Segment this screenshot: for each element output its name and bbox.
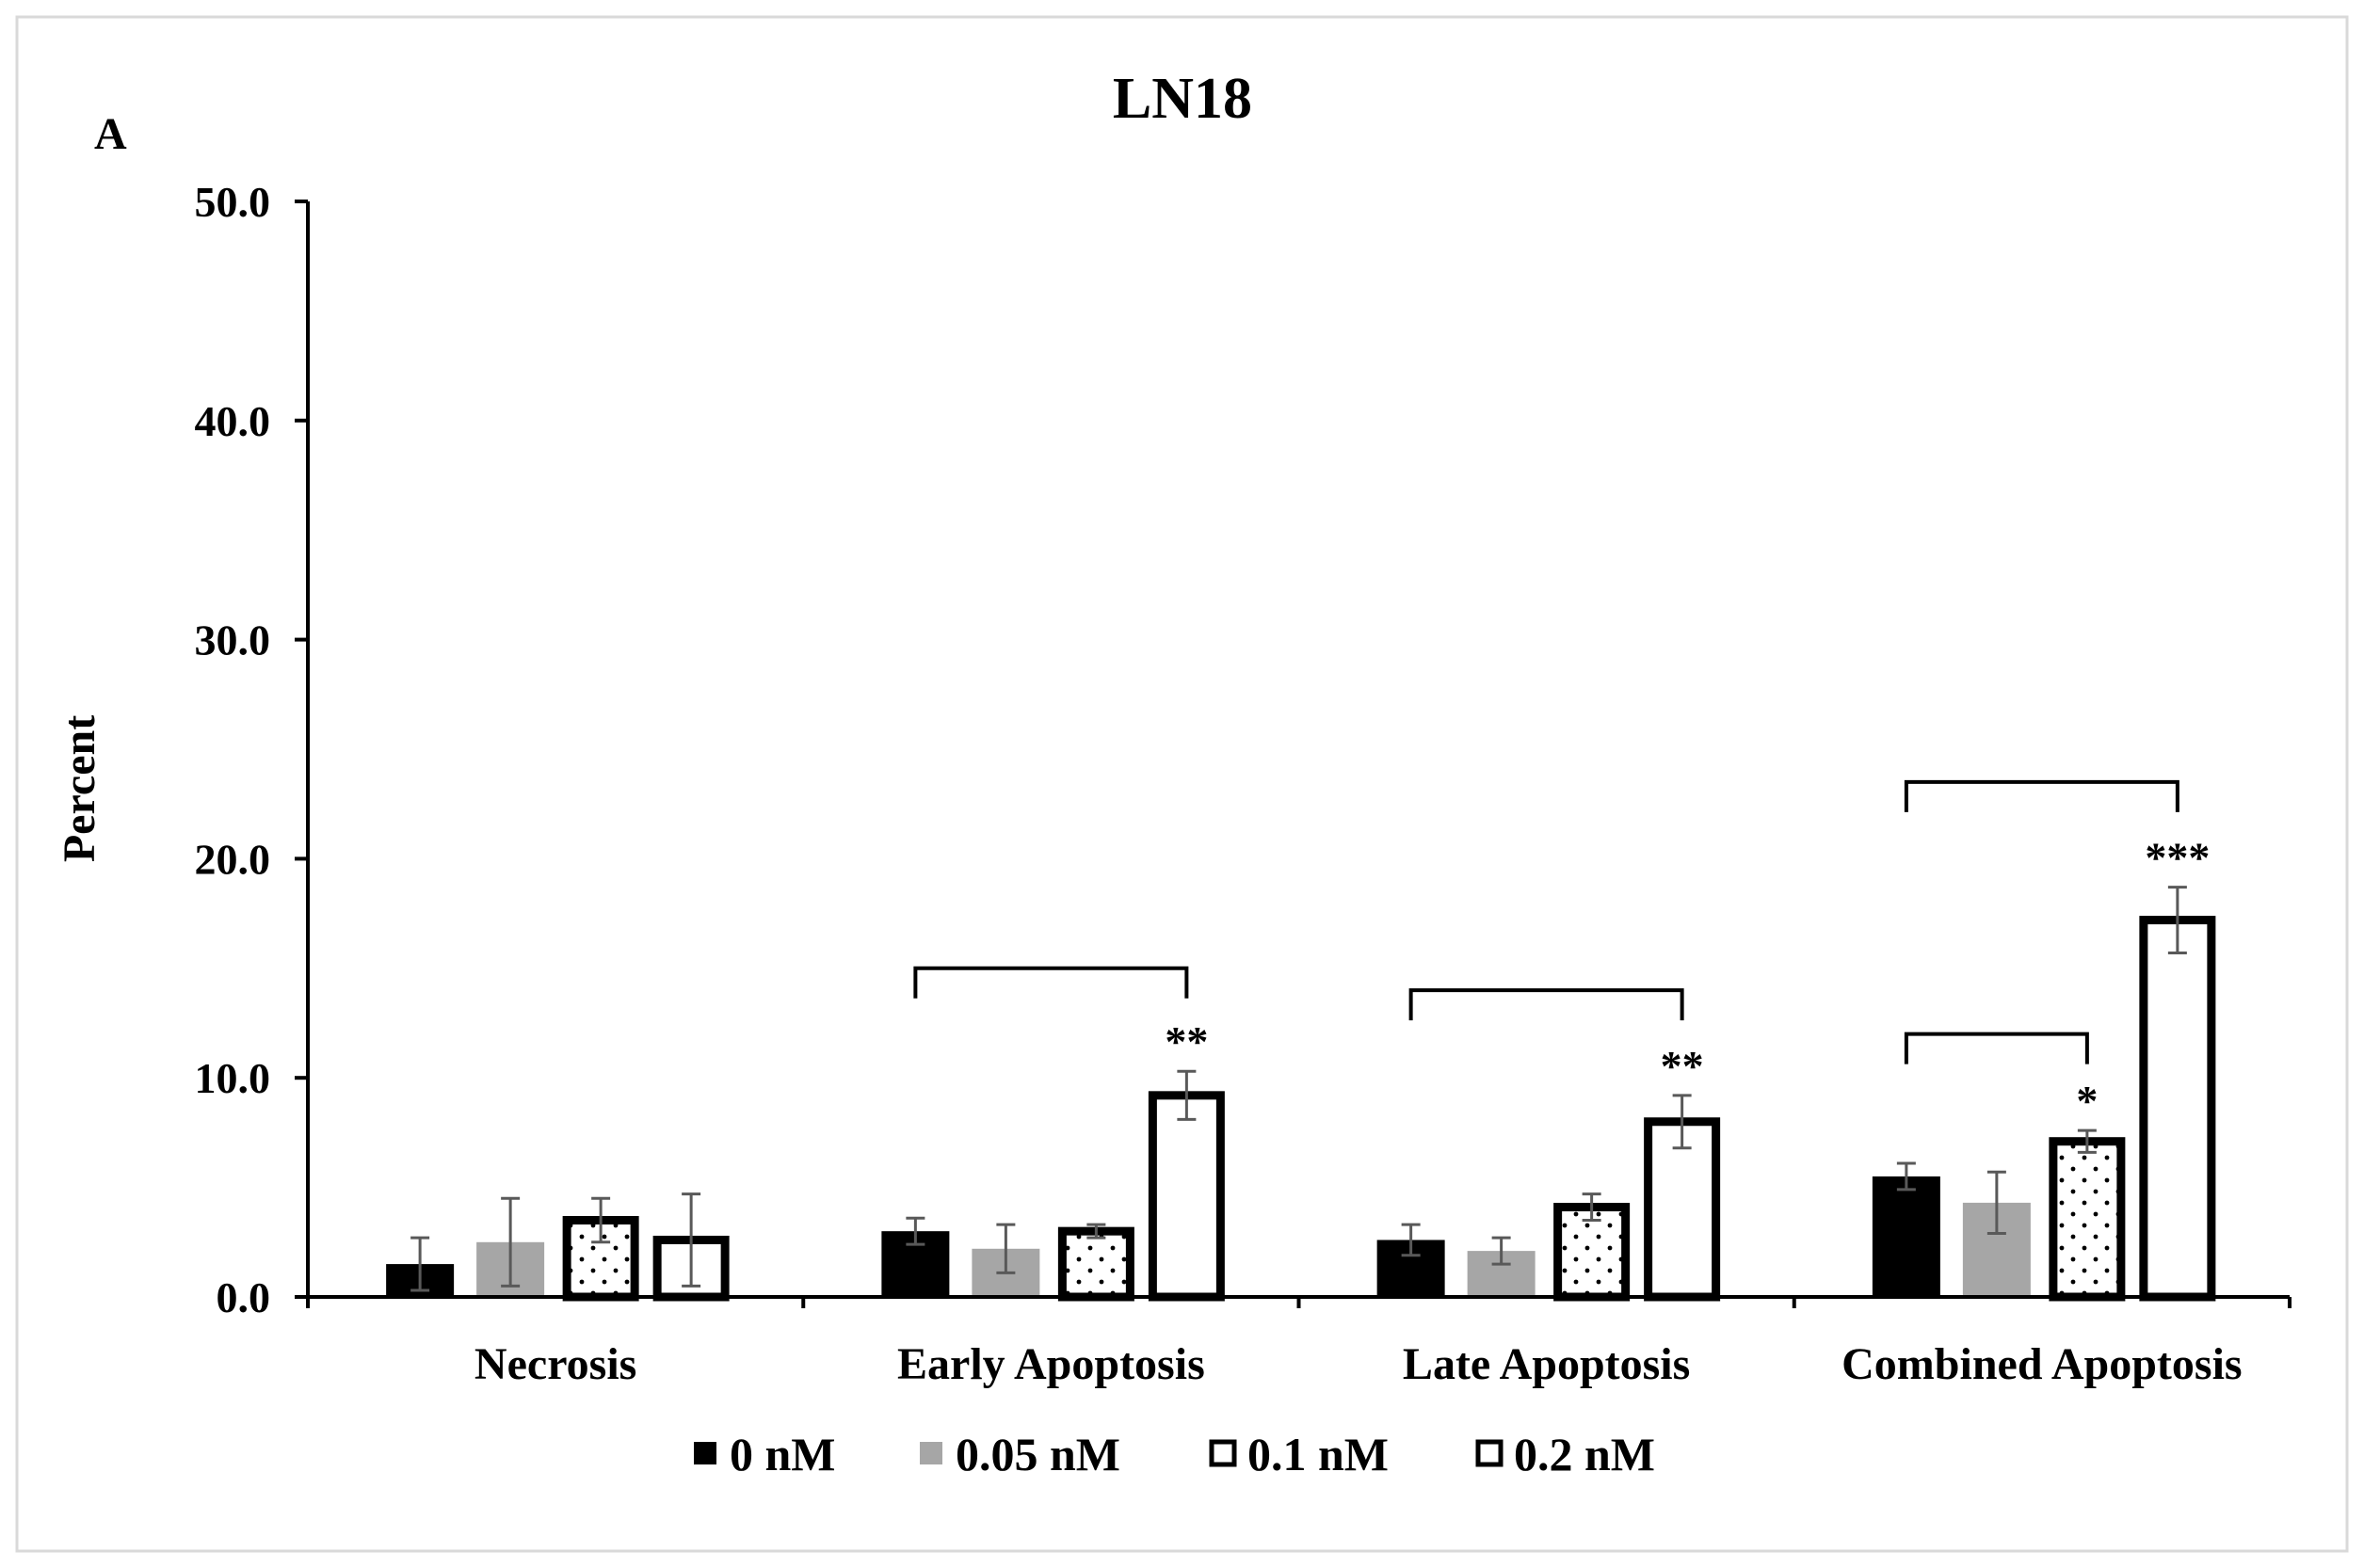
significance-bracket-2 [1904, 1032, 2089, 1064]
significance-label-2: * [2076, 1077, 2098, 1125]
legend-swatch-0 [694, 1442, 716, 1464]
bar-3-0 [1872, 1176, 1940, 1297]
chart-frame [15, 15, 2349, 1553]
y-tick-label-4: 40.0 [195, 397, 271, 445]
x-tick-label-3: Combined Apoptosis [1841, 1339, 2242, 1389]
legend-swatch-3 [1475, 1439, 1504, 1467]
significance-label-0: ** [1165, 1017, 1208, 1065]
bar-2-2 [1553, 1203, 1631, 1302]
y-tick-label-3: 30.0 [195, 616, 271, 664]
bar-1-2 [1057, 1226, 1134, 1302]
significance-label-3: *** [2145, 834, 2210, 882]
legend-label-3: 0.2 nM [1514, 1428, 1655, 1480]
legend-label-0: 0 nM [730, 1428, 836, 1480]
x-tick-label-1: Early Apoptosis [897, 1339, 1205, 1389]
y-tick-label-5: 50.0 [195, 178, 271, 226]
legend-label-1: 0.05 nM [956, 1428, 1120, 1480]
x-tick-label-2: Late Apoptosis [1403, 1339, 1690, 1389]
y-tick-label-1: 10.0 [195, 1054, 271, 1102]
legend-label-2: 0.1 nM [1247, 1428, 1389, 1480]
panel-label: A [94, 109, 127, 159]
y-axis-label: Percent [55, 715, 105, 862]
bar-3-2 [2049, 1137, 2126, 1302]
legend-swatch-2 [1209, 1439, 1237, 1467]
x-tick-label-0: Necrosis [474, 1339, 636, 1389]
plot-area: 0.0 10.0 20.0 30.0 40.0 50.0 Necrosis Early Apo… [195, 178, 2292, 1389]
significance-bracket-0 [913, 966, 1189, 999]
y-tick-label-0: 0.0 [217, 1273, 271, 1321]
significance-bracket-1 [1408, 988, 1684, 1021]
significance-label-1: ** [1661, 1042, 1704, 1090]
bar-1-3 [1148, 1091, 1225, 1302]
chart-title: LN18 [1113, 67, 1252, 131]
y-tick-label-2: 20.0 [195, 835, 271, 883]
legend-swatch-1 [920, 1442, 942, 1464]
significance-bracket-3 [1904, 779, 2179, 812]
legend: 0 nM 0.05 nM 0.1 nM 0.2 nM [694, 1428, 1655, 1480]
bar-3-3 [2139, 916, 2216, 1302]
